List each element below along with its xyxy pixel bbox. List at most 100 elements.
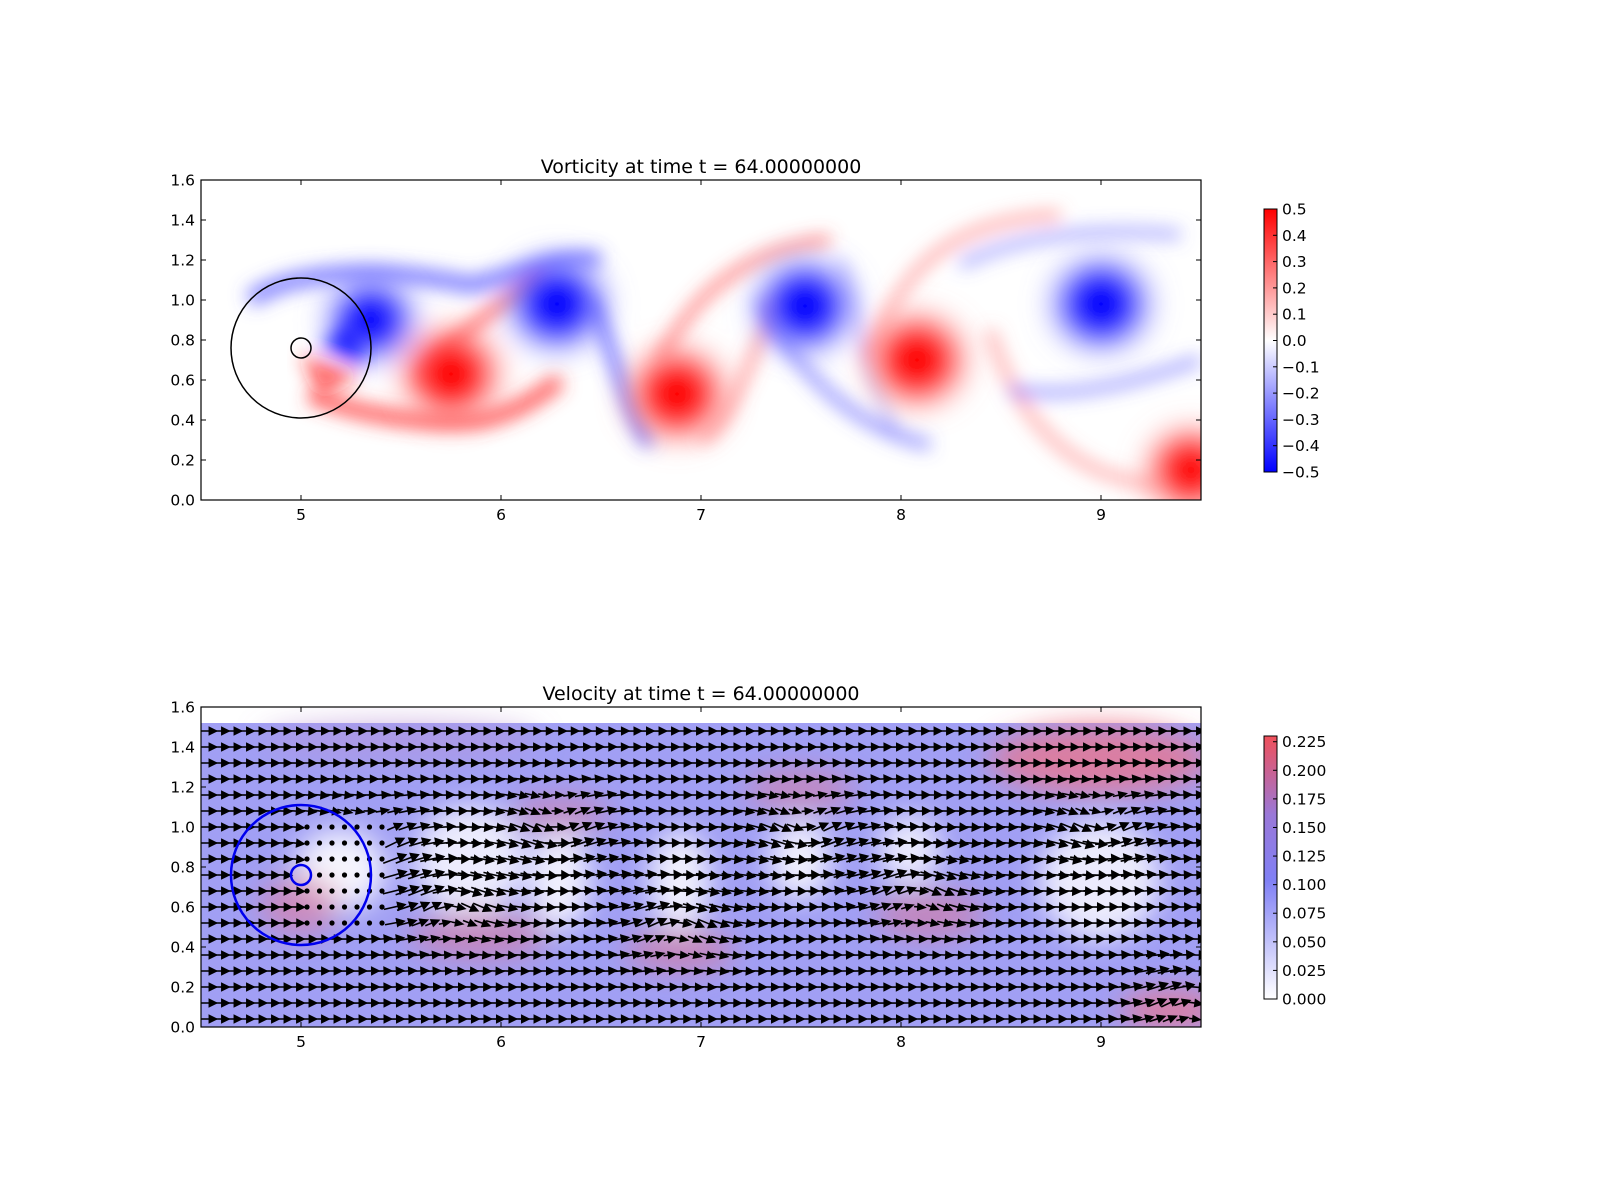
quiver-arrow [813, 807, 828, 816]
quiver-arrow [735, 950, 756, 960]
quiver-arrow [1112, 807, 1128, 816]
quiver-arrow [748, 806, 768, 816]
quiver-arrow [382, 884, 408, 896]
quiver-dot [329, 920, 335, 926]
quiver-arrow [557, 869, 584, 880]
quiver-arrow [1098, 822, 1117, 832]
quiver-arrow [676, 934, 690, 943]
vorticity-field [230, 210, 1201, 500]
quiver-arrow [811, 822, 830, 832]
quiver-dot [329, 824, 335, 830]
colorbar-tick-label: 0.000 [1282, 991, 1326, 1009]
quiver-arrow [882, 868, 908, 880]
quiver-arrow [571, 901, 594, 912]
quiver-arrow [773, 822, 792, 832]
quiver-arrow [808, 885, 833, 896]
quiver-arrow [799, 822, 817, 832]
quiver-arrow [984, 838, 1006, 848]
quiver-arrow [375, 806, 391, 816]
y-tick-label: 1.2 [170, 252, 195, 270]
quiver-arrow [673, 918, 693, 928]
x-tick-label: 6 [496, 506, 506, 524]
quiver-dot [316, 824, 323, 830]
quiver-arrow [846, 869, 870, 880]
quiver-arrow [374, 790, 392, 800]
quiver-arrow [548, 822, 567, 832]
quiver-dot [379, 904, 385, 910]
quiver-arrow [747, 822, 768, 833]
x-tick-label: 7 [696, 506, 706, 524]
quiver-arrow [1101, 807, 1115, 816]
quiver-arrow [920, 870, 946, 882]
quiver-arrow [846, 885, 869, 896]
quiver-arrow [674, 966, 691, 976]
quiver-arrow [735, 822, 756, 833]
quiver-arrow [382, 852, 408, 864]
quiver-arrow [1097, 966, 1119, 976]
colorbar-tick-label: 0.0 [1282, 332, 1307, 350]
y-tick-label: 0.8 [170, 332, 195, 350]
colorbar-tick-label: 0.100 [1282, 876, 1326, 894]
y-tick-label: 0.6 [170, 372, 195, 390]
quiver-arrow [1074, 774, 1092, 784]
quiver-dot [329, 872, 335, 878]
quiver-arrow [914, 902, 927, 911]
y-tick-label: 1.6 [170, 699, 195, 717]
quiver-arrow [538, 790, 553, 800]
quiver-arrow [383, 901, 407, 912]
quiver-arrow [811, 774, 829, 784]
quiver-arrow [395, 852, 420, 864]
quiver-arrow [650, 950, 666, 960]
quiver-arrow [1075, 790, 1091, 800]
quiver-arrow [574, 790, 591, 800]
quiver-arrow [848, 774, 868, 784]
quiver-arrow [774, 790, 791, 800]
quiver-arrow [460, 902, 480, 912]
vorticity-panel: Vorticity at time t = 64.00000000 [170, 156, 1319, 524]
colorbar-tick-label: −0.4 [1282, 437, 1320, 455]
colorbar-tick-label: 0.075 [1282, 905, 1326, 923]
quiver-arrow [824, 790, 842, 800]
quiver-arrow [511, 806, 530, 816]
quiver-arrow [585, 950, 606, 960]
quiver-arrow [900, 903, 915, 912]
velocity-field [201, 722, 1201, 1027]
quiver-arrow [807, 836, 833, 848]
quiver-arrow [1147, 997, 1168, 1008]
quiver-arrow [760, 822, 780, 833]
quiver-arrow [960, 934, 980, 944]
quiver-dot [341, 904, 348, 910]
quiver-arrow [920, 838, 946, 849]
x-tick-label: 8 [896, 506, 906, 524]
quiver-arrow [438, 919, 453, 928]
quiver-arrow [597, 966, 618, 976]
quiver-arrow [636, 950, 654, 960]
quiver-arrow [272, 838, 294, 848]
quiver-arrow [395, 868, 420, 880]
quiver-arrow [846, 853, 870, 864]
quiver-arrow [272, 870, 294, 880]
quiver-arrow [598, 774, 618, 784]
quiver-arrow [1100, 790, 1116, 800]
quiver-arrow [823, 821, 843, 832]
negative-vortex [769, 271, 841, 341]
quiver-arrow [900, 918, 916, 928]
quiver-arrow [1061, 806, 1079, 816]
quiver-arrow [1189, 1014, 1201, 1023]
y-tick-label: 1.2 [170, 779, 195, 797]
quiver-arrow [337, 806, 354, 816]
quiver-arrow [822, 918, 844, 928]
quiver-arrow [621, 901, 644, 912]
quiver-arrow [1010, 790, 1031, 800]
quiver-arrow [859, 885, 881, 896]
velocity-title: Velocity at time t = 64.00000000 [542, 683, 859, 705]
velocity-y-ticks: 0.0 0.2 0.4 0.6 0.8 1.0 1.2 1.4 1.6 [170, 699, 1201, 1037]
quiver-arrow [563, 790, 578, 800]
quiver-dot [341, 856, 348, 862]
quiver-dot [329, 888, 335, 894]
quiver-arrow [1146, 869, 1169, 880]
quiver-arrow [562, 774, 579, 784]
y-tick-label: 0.4 [170, 939, 195, 957]
quiver-arrow [496, 838, 520, 849]
